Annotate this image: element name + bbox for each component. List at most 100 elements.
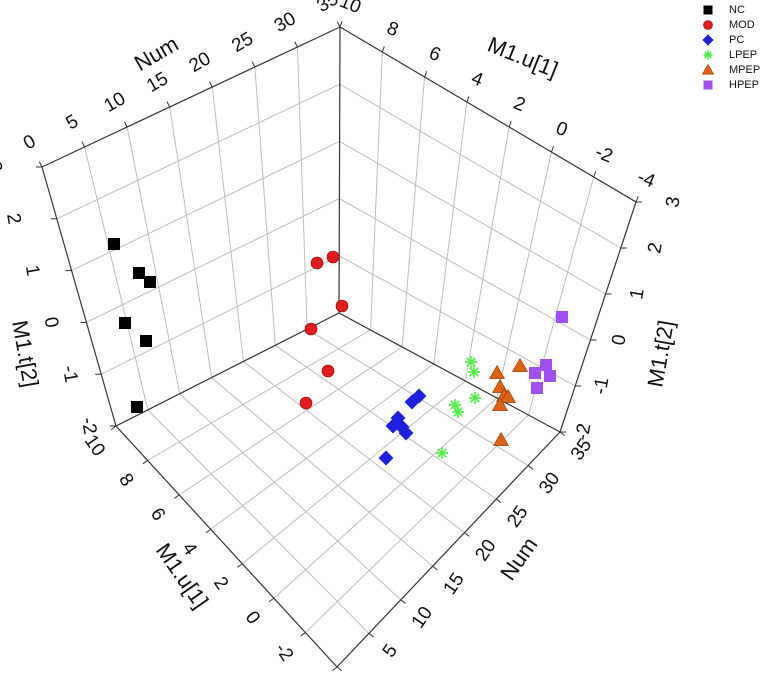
grid-line (126, 126, 181, 394)
tick-mark (400, 599, 406, 604)
legend-label: HPEP (729, 78, 759, 91)
tick-mark (495, 498, 502, 504)
tick-mark (527, 465, 534, 470)
data-point (500, 388, 516, 403)
data-point (140, 335, 152, 347)
t2-tick-label-right: 2 (644, 241, 667, 255)
tick-mark (381, 46, 385, 53)
t2-tick-label-left: 3 (0, 160, 6, 174)
tick-mark (300, 632, 306, 637)
grid-lines (56, 46, 622, 634)
grid-line (401, 76, 426, 348)
data-point (544, 370, 556, 382)
grid-line (254, 66, 276, 346)
grid-line (100, 255, 340, 375)
data-point (299, 396, 313, 410)
num-tick-label-bottom: 10 (408, 603, 437, 632)
legend-item-mod: MOD (701, 17, 760, 32)
num-axis-label-top: Num (130, 31, 183, 76)
legend-marker (703, 5, 713, 14)
data-point (321, 364, 335, 378)
u1-tick-label-bottom: 0 (241, 608, 264, 629)
data-point (489, 364, 505, 379)
tick-mark (559, 431, 566, 437)
tick-mark (205, 528, 212, 534)
legend-marker (703, 50, 713, 59)
num-tick-label-bottom: 15 (440, 569, 469, 598)
u1-tick-label-bottom: 10 (80, 431, 109, 460)
t2-tick-label-right: 1 (626, 287, 649, 301)
t2-tick-label-left: 1 (21, 263, 44, 277)
data-point (385, 418, 401, 434)
num-tick-label: 0 (20, 131, 40, 154)
tick-mark (110, 425, 117, 431)
legend-item-pc: PC (701, 32, 760, 47)
grid-line (56, 83, 341, 220)
legend-symbol (701, 48, 715, 62)
tick-mark (237, 563, 243, 568)
tick-mark (81, 141, 86, 148)
tick-mark (331, 666, 338, 671)
tick-mark (336, 666, 343, 671)
grid-line (71, 140, 340, 272)
legend-symbol (701, 33, 715, 47)
tick-mark (174, 494, 180, 499)
box-edge (338, 312, 561, 433)
legend-item-hpep: HPEP (701, 77, 760, 92)
tick-mark (464, 532, 470, 537)
box-edge (339, 26, 637, 203)
grid-line (496, 151, 552, 399)
u1-tick-label: 0 (553, 118, 571, 141)
u1-tick-label: 6 (426, 43, 444, 66)
grid-line (305, 414, 529, 633)
axis-labels: Num M1.u[1] M1.t[2] M1.t[2] M1.u[1] Num (7, 31, 679, 613)
grid-line (339, 83, 622, 249)
num-tick-label: 20 (186, 48, 215, 77)
grid-line (273, 397, 498, 599)
legend-marker (702, 33, 714, 46)
tick-mark (508, 121, 512, 128)
u1-tick-label: 10 (336, 0, 363, 18)
t2-tick-label-left: 0 (40, 315, 63, 329)
grid-line (433, 101, 468, 365)
legend-label: MOD (729, 18, 755, 31)
u1-tick-label: -4 (634, 167, 658, 193)
t2-tick-label-right: 0 (608, 333, 631, 347)
data-point (531, 382, 543, 394)
box-edge (338, 26, 341, 314)
num-tick-label-bottom: 30 (535, 469, 564, 498)
grid-line (339, 198, 591, 341)
series-lpep (436, 356, 481, 459)
grid-line (296, 46, 308, 330)
t2-tick-label-left: -1 (58, 364, 82, 384)
legend-label: NC (729, 3, 745, 16)
legend-label: MPEP (729, 63, 761, 76)
box-edge (115, 425, 338, 668)
data-point (404, 394, 420, 410)
grid-line (147, 329, 371, 461)
legend-marker (703, 80, 713, 89)
tick-mark (593, 171, 597, 178)
grid-line (210, 363, 435, 530)
num-tick-label: 5 (62, 111, 82, 134)
tick-mark (550, 146, 554, 153)
legend-item-nc: NC (701, 2, 760, 17)
t2-tick-label-left: 2 (2, 212, 25, 226)
data-point (540, 359, 552, 371)
grid-line (211, 377, 433, 567)
grid-line (147, 409, 370, 634)
tick-mark (123, 121, 128, 128)
grid-line (169, 106, 213, 378)
data-point (304, 322, 318, 336)
u1-tick-label: -2 (592, 142, 616, 168)
box-edge (115, 312, 340, 427)
legend-label: PC (729, 33, 745, 46)
data-point (436, 447, 448, 459)
data-point (492, 396, 508, 411)
grid-line (243, 361, 465, 534)
tick-mark (336, 21, 341, 28)
grid-line (241, 380, 466, 565)
data-point (326, 250, 340, 264)
tick-mark (432, 565, 438, 571)
